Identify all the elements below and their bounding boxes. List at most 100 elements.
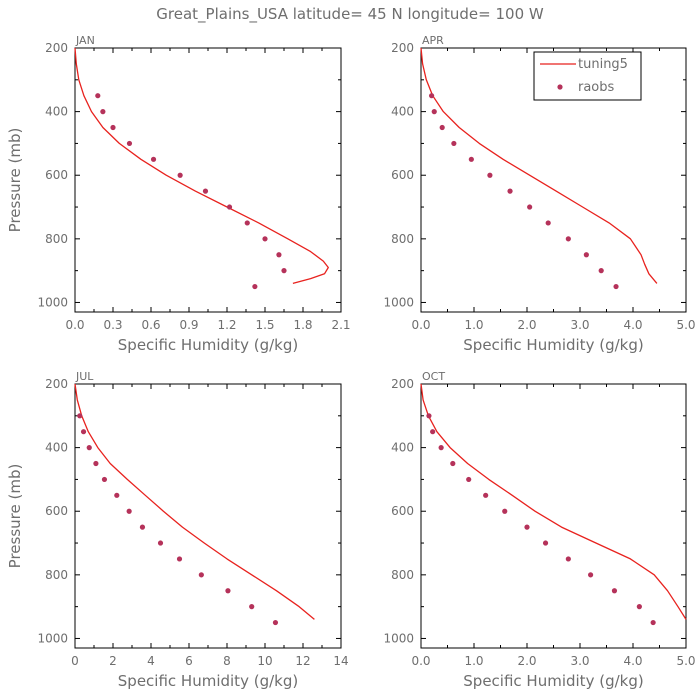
x-tick-label: 1.8 (293, 318, 312, 332)
legend-box (533, 51, 642, 101)
x-tick-label: 3.0 (570, 654, 589, 668)
obs-point (468, 156, 474, 162)
obs-point (157, 540, 164, 546)
y-tick-label: 400 (391, 441, 414, 455)
obs-point (244, 220, 250, 226)
x-tick-label: 2.0 (517, 318, 536, 332)
obs-point (542, 540, 549, 546)
x-tick-label: 4.0 (623, 654, 642, 668)
obs-point (613, 283, 619, 290)
x-tick-label: 3.0 (570, 318, 589, 332)
panel-label-apr: APR (422, 34, 444, 47)
legend-obs-label: raobs (578, 80, 615, 95)
y-tick-label: 800 (45, 232, 68, 246)
y-tick-label: 1000 (383, 631, 414, 645)
y-tick-label: 400 (45, 441, 68, 455)
x-tick-label: 2 (109, 654, 117, 668)
y-tick-label: 800 (391, 568, 414, 582)
x-tick-label: 8 (223, 654, 231, 668)
x-tick-label: 5.0 (676, 318, 695, 332)
obs-point (431, 109, 437, 115)
obs-point (95, 93, 101, 99)
obs-point (583, 252, 589, 258)
obs-point (86, 445, 92, 451)
obs-point (451, 140, 457, 147)
model-line-apr (420, 47, 658, 284)
panel-jan: 0.0 0.3 0.6 0.9 1.2 1.5 1.8 2.1 200 400 600 800 1000… (6, 34, 351, 354)
obs-point (430, 429, 436, 435)
x-axis-title: Specific Humidity (g/kg) (118, 672, 298, 690)
y-tick-label: 600 (391, 504, 414, 518)
panel-oct: 0.0 1.0 2.0 3.0 4.0 5.0 200 400 600 800 1000 OCT Spe… (383, 370, 695, 690)
x-tick-label: 1.0 (464, 318, 483, 332)
obs-point (252, 283, 258, 290)
y-tick-label: 400 (391, 105, 414, 119)
obs-point (276, 252, 282, 258)
x-tick-label: 6 (185, 654, 193, 668)
panel-apr: 0.0 1.0 2.0 3.0 4.0 5.0 200 400 600 800 1000 APR Spe… (383, 34, 695, 354)
x-tick-label: 0.6 (141, 318, 160, 332)
obs-point (139, 524, 146, 530)
x-tick-label: 0.0 (65, 318, 84, 332)
obs-point (177, 172, 183, 178)
obs-point (565, 236, 571, 242)
obs-point (100, 109, 106, 115)
obs-point (545, 220, 551, 226)
y-tick-label: 1000 (383, 295, 414, 309)
x-tick-label: 4 (147, 654, 155, 668)
y-tick-label: 1000 (37, 295, 68, 309)
obs-point (80, 429, 87, 435)
obs-point (77, 413, 83, 419)
y-axis-title: Pressure (mb) (6, 128, 24, 233)
x-tick-label: 0 (71, 654, 79, 668)
y-axis-title: Pressure (mb) (6, 464, 24, 569)
x-tick-label: 0.9 (179, 318, 198, 332)
x-tick-label: 1.5 (255, 318, 274, 332)
obs-point (588, 572, 594, 578)
panel-label-oct: OCT (422, 370, 445, 383)
panel-label-jan: JAN (75, 34, 95, 47)
obs-point (202, 188, 209, 194)
obs-point (150, 156, 157, 162)
obs-point (429, 93, 435, 99)
obs-point (281, 268, 287, 274)
x-tick-label: 2.0 (517, 654, 536, 668)
obs-point (438, 445, 444, 451)
x-tick-label: 14 (333, 654, 348, 668)
y-tick-label: 200 (391, 41, 414, 55)
y-tick-label: 600 (45, 504, 68, 518)
obs-point (650, 619, 656, 626)
x-axis-title: Specific Humidity (g/kg) (463, 336, 643, 354)
obs-point (198, 572, 204, 578)
x-tick-label: 10 (257, 654, 272, 668)
obs-point (249, 604, 255, 610)
obs-point (114, 492, 120, 498)
y-tick-label: 200 (45, 41, 68, 55)
y-tick-label: 600 (45, 168, 68, 182)
y-tick-label: 600 (391, 168, 414, 182)
chart-title: Great_Plains_USA latitude= 45 N longitud… (156, 5, 544, 24)
model-line-jan (74, 47, 329, 285)
x-tick-label: 4.0 (623, 318, 642, 332)
x-tick-label: 2.1 (331, 318, 350, 332)
panel-jul: 0 2 4 6 8 10 12 14 200 400 600 800 1000 JUL Specific H… (6, 370, 349, 690)
obs-point (565, 556, 571, 562)
y-tick-label: 800 (45, 568, 68, 582)
plot-frame (74, 47, 342, 313)
obs-point (487, 172, 493, 178)
x-tick-label: 1.2 (217, 318, 236, 332)
obs-point (483, 492, 489, 498)
x-tick-label: 0.0 (411, 654, 430, 668)
obs-point (225, 588, 231, 594)
y-tick-label: 200 (391, 377, 414, 391)
panel-label-jul: JUL (75, 370, 94, 383)
obs-point (93, 460, 99, 467)
x-tick-label: 1.0 (464, 654, 483, 668)
y-tick-label: 200 (45, 377, 68, 391)
obs-point (226, 204, 233, 210)
obs-point (101, 476, 108, 483)
obs-point (126, 508, 132, 514)
x-axis-title: Specific Humidity (g/kg) (463, 672, 643, 690)
obs-point (126, 140, 133, 147)
